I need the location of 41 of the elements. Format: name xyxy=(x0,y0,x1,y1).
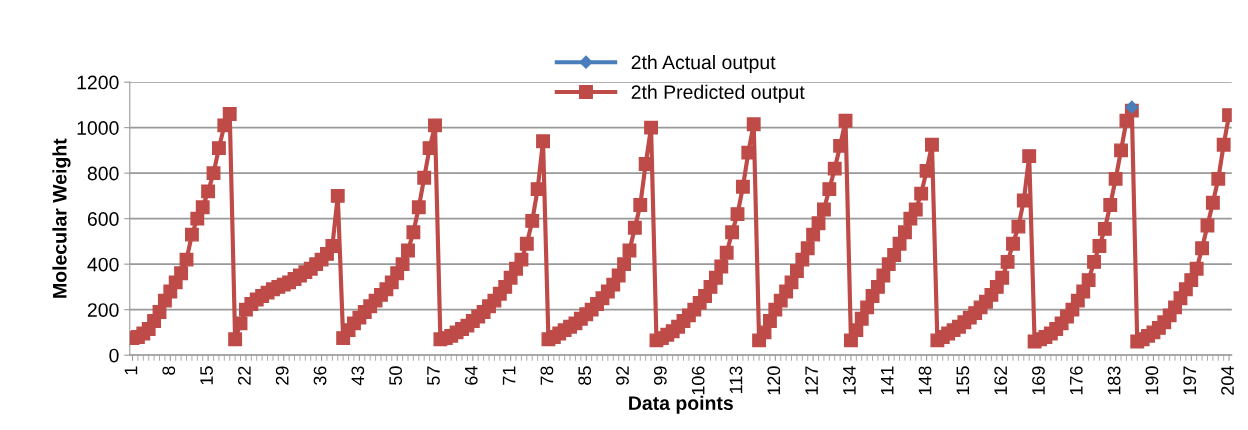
y-axis-title: Molecular Weight xyxy=(52,138,71,298)
x-tick-label: 85 xyxy=(578,366,592,385)
y-tick-label: 600 xyxy=(87,212,119,226)
y-tick-label: 400 xyxy=(87,257,119,272)
y-tick-label: 0 xyxy=(109,348,119,363)
x-tick-label: 148 xyxy=(918,366,932,395)
x-tick-label: 190 xyxy=(1145,366,1159,395)
x-tick-label: 120 xyxy=(767,366,781,395)
x-tick-label: 78 xyxy=(540,366,554,385)
x-tick-label: 141 xyxy=(881,366,894,395)
y-tick-label: 200 xyxy=(87,303,119,317)
y-tick-label: 1200 xyxy=(77,75,119,90)
legend-label: 2th Actual output xyxy=(631,54,776,74)
x-tick-label: 22 xyxy=(237,366,251,385)
x-tick-label: 197 xyxy=(1183,366,1197,395)
x-tick-label: 162 xyxy=(994,366,1008,395)
y-tick-label: 1000 xyxy=(77,121,119,135)
x-tick-label: 29 xyxy=(275,366,289,385)
x-tick-label: 8 xyxy=(162,366,176,375)
x-tick-label: 134 xyxy=(843,366,856,395)
x-tick-label: 183 xyxy=(1107,366,1121,395)
x-tick-label: 106 xyxy=(691,366,705,395)
x-tick-label: 50 xyxy=(389,366,403,385)
x-tick-label: 15 xyxy=(200,366,213,385)
x-tick-label: 113 xyxy=(729,366,743,394)
x-tick-label: 1 xyxy=(124,366,138,375)
x-tick-label: 127 xyxy=(805,366,818,395)
x-tick-label: 99 xyxy=(653,366,667,385)
x-tick-label: 43 xyxy=(351,366,365,386)
x-tick-label: 57 xyxy=(427,366,440,385)
legend-label: 2th Predicted output xyxy=(631,84,805,103)
x-tick-label: 71 xyxy=(502,366,516,385)
x-tick-label: 204 xyxy=(1221,366,1234,395)
x-axis-title: Data points xyxy=(629,395,733,414)
x-tick-label: 92 xyxy=(616,366,629,385)
x-tick-label: 176 xyxy=(1069,366,1083,395)
y-tick-label: 800 xyxy=(87,166,119,181)
x-tick-label: 169 xyxy=(1032,366,1045,395)
x-tick-label: 155 xyxy=(956,366,970,395)
x-tick-label: 64 xyxy=(464,366,478,385)
x-tick-label: 36 xyxy=(313,366,327,385)
